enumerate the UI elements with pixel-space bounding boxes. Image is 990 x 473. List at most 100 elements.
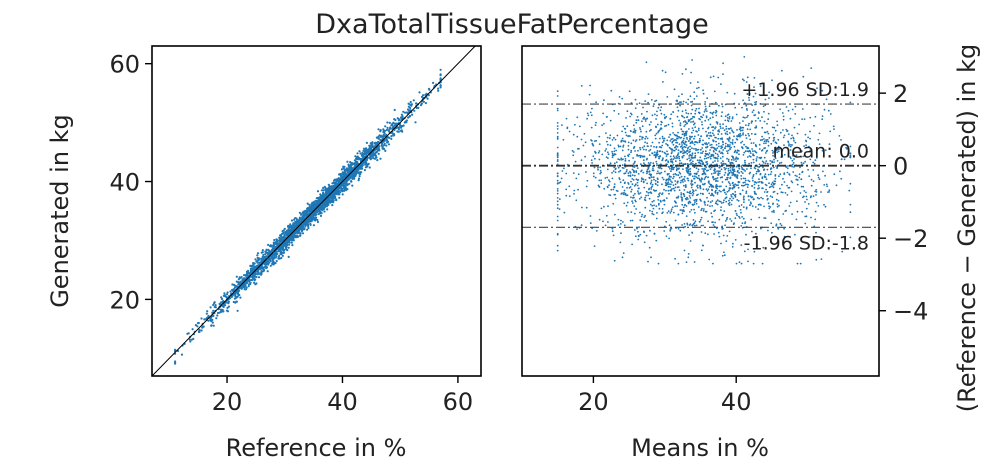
agreement-point [174,360,177,363]
agreement-point [307,226,310,230]
bland-altman-point [761,126,764,129]
bland-altman-point [679,104,681,107]
bland-altman-point [768,207,771,210]
bland-altman-point [670,183,672,186]
bland-altman-point [561,170,564,172]
bland-altman-point [700,152,702,154]
bland-altman-point [556,188,559,190]
bland-altman-point [748,134,750,137]
bland-altman-point [648,197,651,200]
agreement-point [369,142,372,145]
bland-altman-point [744,150,747,153]
bland-altman-point [802,75,805,78]
agreement-point [362,147,366,150]
bland-altman-point [691,100,694,103]
bland-altman-point [741,222,744,225]
bland-altman-point [726,150,728,153]
bland-altman-point [566,127,569,130]
bland-altman-point [617,145,620,148]
bland-altman-point [720,83,722,85]
bland-altman-point [712,111,715,114]
bland-altman-point [630,188,633,191]
bland-altman-point [677,149,680,152]
bland-altman-point [698,177,701,180]
agreement-point [422,94,425,97]
bland-altman-point [556,175,559,177]
bland-altman-point [613,186,616,189]
agreement-point [223,294,226,297]
bland-altman-point [776,203,779,206]
bland-altman-point [748,162,750,165]
bland-altman-point [660,123,662,126]
agreement-point [378,145,381,148]
bland-altman-point [632,147,635,150]
bland-altman-point [722,164,725,166]
bland-altman-point [700,165,703,168]
bland-altman-point [702,127,704,130]
agreement-point [319,207,322,210]
agreement-point [324,189,327,192]
bland-altman-point [768,137,771,139]
bland-altman-point [794,113,797,115]
bland-altman-point [667,189,670,192]
bland-altman-point [720,209,722,212]
agreement-point [357,179,360,182]
bland-altman-point [654,190,657,192]
bland-altman-point [654,100,656,103]
bland-altman-point [556,190,559,192]
bland-altman-point [849,152,852,155]
bland-altman-point [650,99,653,101]
agreement-point [238,287,242,290]
agreement-point [261,257,264,260]
bland-altman-point [741,172,744,175]
bland-altman-point [655,118,657,120]
bland-altman-point [823,203,825,206]
bland-altman-point [661,144,664,147]
bland-altman-point [583,132,586,135]
bland-altman-point [594,150,596,153]
bland-altman-point [602,220,604,223]
bland-altman-point [679,101,681,104]
bland-altman-point [763,110,765,113]
bland-altman-point [740,244,743,247]
agreement-point [306,220,309,223]
bland-altman-point [572,151,575,153]
bland-altman-point [809,158,812,161]
bland-altman-point [791,159,794,162]
bland-altman-point [751,196,754,199]
bland-altman-point [671,151,673,153]
agreement-point [205,312,208,315]
bland-altman-point [676,186,679,189]
bland-altman-point [742,126,745,129]
bland-altman-point [675,173,678,176]
bland-altman-point [600,207,603,210]
agreement-point [309,208,312,211]
agreement-point [253,281,256,284]
bland-altman-point [763,191,766,193]
bland-altman-point [672,158,675,161]
bland-altman-point [652,167,654,170]
bland-altman-point [724,132,727,135]
bland-altman-point [587,114,590,117]
bland-altman-point [639,146,641,149]
agreement-point [323,196,326,199]
bland-altman-point [788,205,791,207]
bland-altman-point [812,169,815,171]
bland-altman-point [752,95,755,98]
bland-altman-point [693,123,695,126]
agreement-point [255,260,258,263]
bland-altman-point [689,95,692,98]
agreement-point [302,216,305,219]
agreement-point [306,202,309,205]
bland-altman-point [799,262,802,265]
bland-altman-point [686,158,689,161]
bland-altman-point [674,183,677,186]
bland-altman-point [824,174,826,177]
agreement-point [351,175,354,178]
agreement-point [250,279,254,282]
bland-altman-point [590,126,593,129]
bland-altman-point [642,181,645,184]
bland-altman-point [716,121,719,124]
bland-altman-point [640,196,643,199]
bland-altman-point [764,104,767,107]
